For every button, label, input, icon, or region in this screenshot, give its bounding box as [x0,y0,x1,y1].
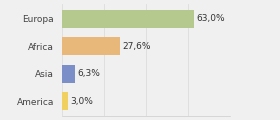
Bar [62,65,75,83]
Text: 3,0%: 3,0% [71,97,93,106]
Text: 6,3%: 6,3% [77,69,100,78]
Bar [62,92,68,110]
Bar [62,10,194,28]
Text: 27,6%: 27,6% [122,42,151,51]
Bar [62,37,120,55]
Text: 63,0%: 63,0% [197,14,225,23]
